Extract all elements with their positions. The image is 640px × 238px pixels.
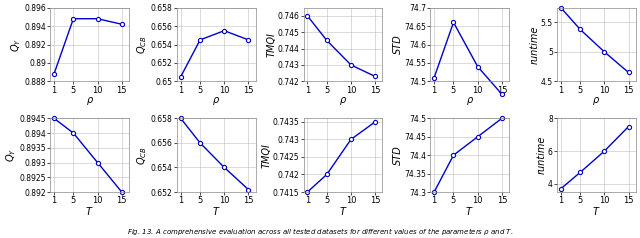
X-axis label: $\rho$: $\rho$ [339,94,347,106]
X-axis label: $\rho$: $\rho$ [593,94,600,106]
Y-axis label: runtime: runtime [536,136,547,174]
Y-axis label: STD: STD [393,35,403,54]
Y-axis label: runtime: runtime [529,25,540,64]
X-axis label: $T$: $T$ [212,205,221,217]
Y-axis label: $Q_Y$: $Q_Y$ [9,37,23,52]
Text: Fig. 13. A comprehensive evaluation across all tested datasets for different val: Fig. 13. A comprehensive evaluation acro… [127,226,513,237]
X-axis label: $\rho$: $\rho$ [212,94,220,106]
X-axis label: $\rho$: $\rho$ [466,94,474,106]
X-axis label: $T$: $T$ [339,205,348,217]
X-axis label: $\rho$: $\rho$ [86,94,93,106]
Y-axis label: $Q_{CB}$: $Q_{CB}$ [136,146,149,164]
Y-axis label: STD: STD [393,145,403,165]
X-axis label: $T$: $T$ [85,205,94,217]
Y-axis label: $Q_Y$: $Q_Y$ [4,148,18,162]
Y-axis label: TMQI: TMQI [261,143,271,168]
X-axis label: $T$: $T$ [592,205,601,217]
Y-axis label: $Q_{CB}$: $Q_{CB}$ [136,35,149,54]
Y-axis label: TMQI: TMQI [266,32,276,57]
X-axis label: $T$: $T$ [465,205,474,217]
